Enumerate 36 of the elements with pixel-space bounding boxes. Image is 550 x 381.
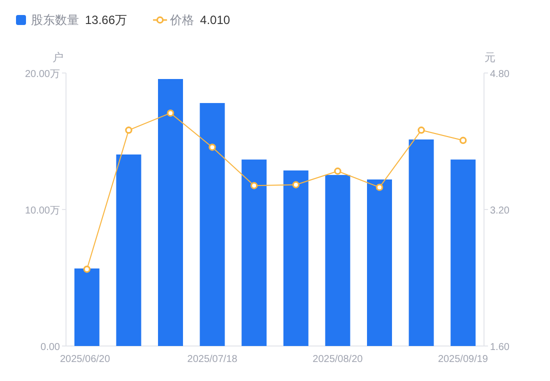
point: [334, 168, 342, 175]
bar: [74, 268, 100, 346]
point: [376, 184, 384, 191]
y2-tick-label: 1.60: [490, 342, 510, 353]
point: [208, 144, 216, 151]
x-tick-label: 2025/08/20: [312, 354, 364, 365]
bar: [283, 170, 308, 346]
y2-tick-label: 3.20: [490, 206, 510, 216]
text: 13.66万: [85, 13, 128, 27]
y-axis-title: 户: [52, 51, 64, 64]
x-tick-label: 2025/09/19: [438, 354, 488, 365]
bar: [200, 103, 225, 346]
bar: [367, 179, 392, 346]
y-tick-label: 20.00万: [24, 69, 60, 80]
bar: [242, 160, 267, 346]
bar: [158, 79, 183, 346]
text: 4.010: [200, 13, 230, 27]
y2-axis-title: 元: [484, 52, 496, 64]
point: [418, 126, 425, 134]
point: [292, 181, 300, 188]
bar: [450, 160, 476, 346]
y-tick-label: 10.00万: [24, 206, 60, 216]
bar: [325, 174, 350, 346]
point: [460, 136, 467, 144]
bar: [408, 139, 434, 346]
point: [83, 266, 90, 273]
legend-label: 价格: [169, 13, 194, 27]
point: [125, 126, 132, 134]
point: [166, 109, 174, 117]
y-tick-label: 0.00: [40, 342, 60, 353]
bar: [116, 154, 142, 346]
y2-tick-label: 4.80: [490, 69, 510, 80]
legend-label: 股东数量: [31, 13, 79, 27]
x-tick-label: 2025/07/18: [187, 354, 238, 365]
point: [250, 182, 258, 190]
x-tick-label: 2025/06/20: [60, 354, 110, 365]
